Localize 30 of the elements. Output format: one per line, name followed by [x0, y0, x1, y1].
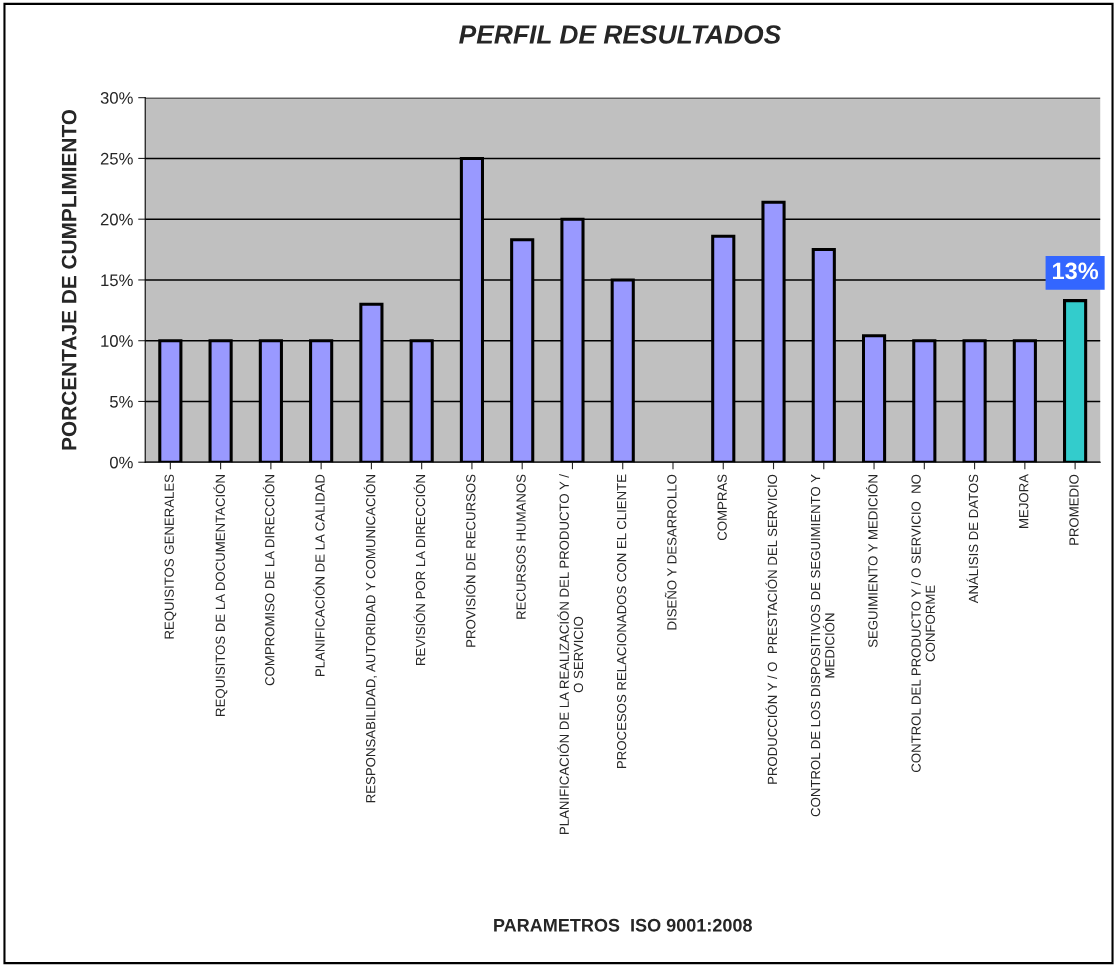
x-tick-label: SEGUIMIENTO Y MEDICIÓN: [866, 475, 878, 648]
chart-title: PERFIL DE RESULTADOS: [459, 25, 781, 44]
x-tick-label: MEJORA: [1019, 474, 1029, 528]
y-tick-label: 30%: [100, 92, 133, 104]
y-tick-label: 15%: [101, 274, 133, 287]
x-tick-label: RECURSOS HUMANOS: [516, 474, 526, 619]
y-tick-label: 25%: [100, 152, 133, 165]
x-tick-label: COMPROMISO DE LA DIRECCIÓN: [262, 475, 275, 686]
x-tick-label: ANÁLISIS DE DATOS: [966, 474, 979, 604]
x-tick-label: DISEÑO Y DESARROLLO: [664, 474, 677, 630]
y-tick-label: 0%: [109, 456, 133, 469]
x-tick-label: PROVISIÓN DE RECURSOS: [463, 474, 476, 647]
x-tick-label: REQUISITOS GENERALES: [164, 474, 177, 639]
y-axis-title: PORCENTAJE DE CUMPLIMIENTO: [61, 109, 77, 450]
x-tick-label: CONTROL DE LOS DISPOSITIVOS DE SEGUIMIENTO Y MEDICIÓN: [810, 474, 835, 817]
x-axis-title: PARAMETROS ISO 9001:2008: [494, 918, 752, 932]
x-tick-label: REQUISITOS DE LA DOCUMENTACIÓN: [213, 475, 228, 716]
y-tick-label: 20%: [100, 213, 133, 226]
x-tick-label: PLANIFICACIÓN DE LA CALIDAD: [313, 474, 325, 677]
x-tick-label: PROCESOS RELACIONADOS CON EL CLIENTE: [616, 474, 627, 768]
x-tick-label: CONTROL DEL PRODUCTO Y / O SERVICIO NO CONFORME: [911, 474, 935, 773]
x-tick-label: RESPONSABILIDAD, AUTORIDAD Y COMUNICACIÓN: [363, 475, 377, 803]
x-tick-label: PLANIFICACIÓN DE LA REALIZACIÓN DEL PRODUCTO Y / O SERVICIO: [557, 474, 584, 834]
x-tick-label: COMPRAS: [717, 474, 727, 541]
data-label: 13%: [1052, 262, 1099, 280]
y-tick-label: 5%: [109, 395, 133, 408]
x-tick-label: PRODUCCIÓN Y / O PRESTACIÓN DEL SERVICIO: [765, 474, 778, 784]
x-tick-label: REVISIÓN POR LA DIRECCIÓN: [413, 475, 426, 666]
y-tick-label: 10%: [101, 335, 133, 347]
x-tick-label: PROMEDIO: [1069, 474, 1079, 545]
